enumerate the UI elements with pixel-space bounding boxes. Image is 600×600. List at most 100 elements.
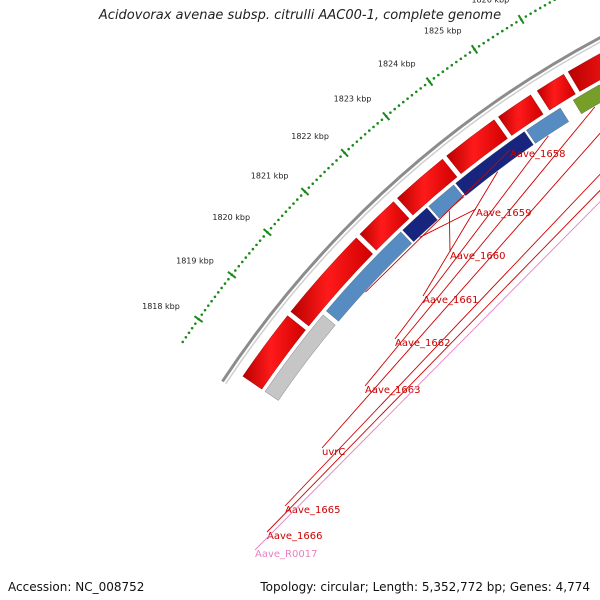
gene-leader-line <box>254 201 600 551</box>
tick-dot <box>280 214 284 218</box>
tick-dot <box>446 67 449 70</box>
gene-leader-line <box>419 208 477 238</box>
tick-mark <box>300 187 310 196</box>
gene-leader-line <box>321 132 600 449</box>
inner-feature <box>428 184 465 219</box>
tick-dot <box>181 340 185 344</box>
tick-dot <box>251 247 255 251</box>
tick-dot <box>331 162 334 166</box>
tick-dot <box>220 286 223 290</box>
outer-feature <box>446 119 508 175</box>
gene-label: Aave_1665 <box>285 505 341 516</box>
tick-dot <box>496 32 499 36</box>
tick-dot <box>468 51 472 54</box>
tick-label: 1824 kbp <box>378 59 416 68</box>
outer-feature <box>498 94 544 136</box>
gene-label: Aave_R0017 <box>255 549 317 560</box>
inner-feature <box>572 84 600 114</box>
tick-dot <box>190 326 194 330</box>
tick-dot <box>351 144 355 147</box>
genome-stats-text: Topology: circular; Length: 5,352,772 bp… <box>260 580 590 594</box>
gene-leader-line <box>364 106 596 387</box>
accession-text: Accession: NC_008752 <box>8 580 145 594</box>
tick-dot <box>450 63 454 67</box>
gene-leader-line <box>394 135 549 340</box>
tick-mark <box>193 315 204 323</box>
tick-dot <box>372 125 375 129</box>
tick-dot <box>335 159 338 162</box>
tick-dot <box>380 118 384 122</box>
gene-leader-line <box>448 210 451 253</box>
tick-dot <box>262 235 266 238</box>
tick-dot <box>455 60 458 64</box>
gene-labels: Aave_1658 Aave_1659 Aave_1660 Aave_1661 Aave… <box>254 106 600 560</box>
tick-dot <box>319 174 322 178</box>
tick-dot <box>216 291 220 294</box>
outer-feature <box>567 53 600 92</box>
tick-dot <box>327 166 330 170</box>
tick-dot <box>213 295 217 299</box>
tick-mark <box>470 44 479 55</box>
tick-label: 1820 kbp <box>212 213 250 222</box>
genome-backbone <box>221 36 600 385</box>
tick-dot <box>406 97 409 100</box>
tick-label: 1825 kbp <box>424 26 462 35</box>
tick-dot <box>210 299 213 303</box>
tick-dot <box>292 202 295 205</box>
tick-dot <box>363 132 367 136</box>
gene-label: Aave_1661 <box>423 295 479 306</box>
tick-ring: 1818 kbp 1819 kbp 1820 kbp 1821 kbp 1822 kbp… <box>142 0 556 344</box>
tick-mark <box>227 270 237 279</box>
gene-label: Aave_1659 <box>476 208 532 219</box>
tick-dot <box>248 252 251 255</box>
feature-tracks <box>242 53 600 401</box>
tick-dot <box>277 218 280 222</box>
tick-dot <box>501 29 504 33</box>
tick-dot <box>397 104 401 107</box>
tick-dot <box>393 107 396 111</box>
outer-feature <box>290 237 373 327</box>
tick-dot <box>482 41 486 45</box>
gene-label: Aave_1660 <box>450 251 506 262</box>
tick-dot <box>538 6 542 10</box>
tick-dot <box>323 170 326 174</box>
gene-label: Aave_1666 <box>267 531 323 542</box>
tick-dot <box>237 264 241 268</box>
tick-dot <box>459 57 463 61</box>
backbone-arc <box>221 36 600 383</box>
tick-dot <box>355 140 359 143</box>
tick-dot <box>273 222 277 226</box>
tick-dot <box>258 239 262 242</box>
tick-mark <box>425 77 434 87</box>
tick-dot <box>389 111 392 114</box>
tick-dot <box>419 87 422 90</box>
outer-feature <box>242 315 306 390</box>
tick-dot <box>315 178 318 182</box>
tick-dot <box>203 308 207 312</box>
tick-dot <box>240 260 244 264</box>
tick-label: 1819 kbp <box>176 257 214 266</box>
tick-dot <box>269 226 273 230</box>
gene-leader-line <box>284 173 600 507</box>
tick-dot <box>401 100 405 104</box>
inner-feature <box>264 314 336 401</box>
tick-dot <box>207 304 210 307</box>
tick-dot <box>543 3 547 7</box>
tick-label: 1821 kbp <box>251 172 289 181</box>
tick-dot <box>194 322 197 325</box>
tick-dot <box>432 77 436 80</box>
tick-dot <box>244 256 248 259</box>
tick-dot <box>376 122 379 125</box>
tick-dot <box>184 336 188 339</box>
gene-leader-line <box>422 171 499 297</box>
tick-dot <box>515 20 518 24</box>
tick-dot <box>200 313 204 316</box>
outer-feature <box>536 74 576 111</box>
tick-dot <box>288 206 291 209</box>
outer-feature <box>359 201 410 251</box>
tick-dot <box>477 44 481 48</box>
tick-dot <box>524 15 528 18</box>
inner-feature <box>326 231 413 322</box>
tick-dot <box>415 90 418 94</box>
